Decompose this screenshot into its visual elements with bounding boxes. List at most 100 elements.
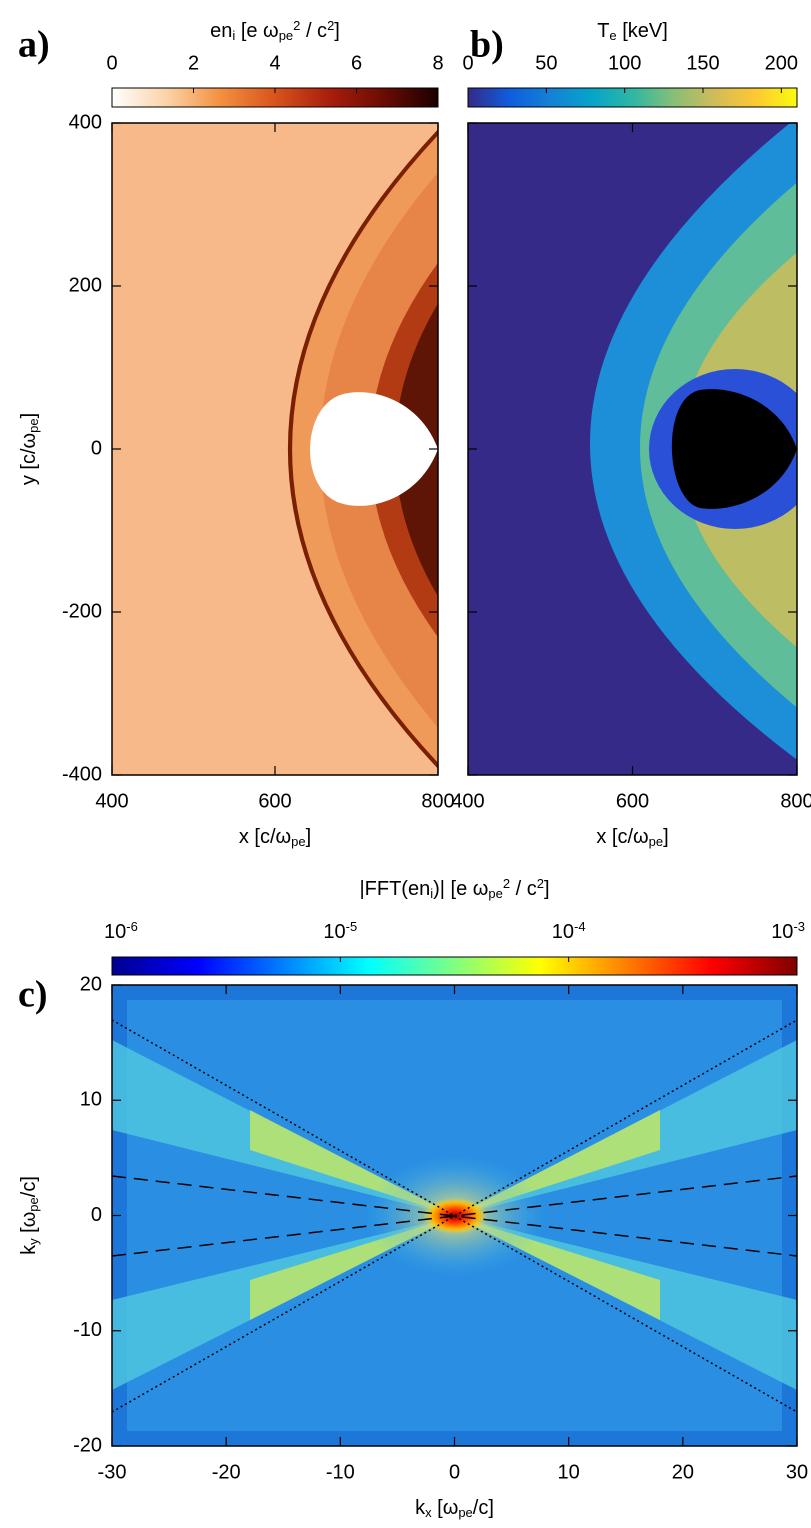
text-part: |FFT(en [359,878,430,900]
text-part: x [425,1505,432,1520]
y-axis-label: ky [ωpe/c] [18,1176,41,1255]
text-part: x [c/ω [596,826,648,848]
text-part: ] [306,826,312,848]
colorbar-tick-label: 0 [106,52,117,74]
text-part: 2 [537,876,544,891]
text-part: pe [458,1505,472,1520]
panel-label: b) [470,24,504,66]
y-tick-label: 200 [69,274,102,296]
x-tick-label: 400 [451,790,484,812]
y-tick-label: 10 [80,1089,102,1111]
x-tick-label: 400 [95,790,128,812]
colorbar-tick-label: 50 [535,52,557,74]
text-part: /c] [473,1497,494,1519]
colorbar [467,87,798,108]
text-part: ] [544,878,550,900]
text-part: 2 [503,876,510,891]
colorbar-title: eni [e ωpe2 / c2] [210,18,340,43]
text-part: -5 [346,919,358,934]
text-part: /c] [18,1176,40,1197]
x-tick-label: 800 [421,790,454,812]
text-part: [ω [432,1497,459,1519]
text-part: 10 [771,921,793,943]
x-tick-label: 600 [258,790,291,812]
x-tick-label: 0 [449,1461,460,1483]
y-tick-label: 400 [69,111,102,133]
text-part: 10 [104,921,126,943]
text-part: -3 [793,919,805,934]
x-axis-label: x [c/ωpe] [239,826,311,849]
text-part: pe [488,886,502,901]
colorbar-tick-label: 150 [686,52,719,74]
colorbar-tick-label: 10-5 [323,919,357,944]
y-axis-label: y [c/ωpe] [18,413,41,485]
text-part: T [597,20,609,42]
text-part: )| [e ω [433,878,488,900]
x-tick-label: -20 [212,1461,241,1483]
text-part: e [609,28,616,43]
y-tick-label: 20 [80,973,102,995]
colorbar-title: Te [keV] [597,20,668,43]
x-tick-label: 800 [780,790,811,812]
colorbar-tick-label: 10-4 [552,919,586,944]
colorbar-title: |FFT(eni)| [e ωpe2 / c2] [359,876,549,901]
text-part: [e ω [235,20,278,42]
text-part: y [c/ω [18,433,40,485]
heatmap-image [112,985,797,1446]
text-part: ] [18,413,40,419]
text-part: pe [26,418,41,432]
text-part: [ω [18,1212,40,1239]
text-part: 2 [293,18,300,33]
text-part: -4 [574,919,586,934]
text-part: pe [291,834,305,849]
heatmap-image [112,123,438,775]
x-axis-label: kx [ωpe/c] [415,1497,494,1520]
y-tick-label: -10 [73,1319,102,1341]
x-tick-label: -30 [98,1461,127,1483]
text-part: x [c/ω [239,826,291,848]
text-part: pe [279,28,293,43]
x-axis-label: x [c/ωpe] [596,826,668,849]
y-tick-label: 0 [91,1204,102,1226]
y-tick-label: -200 [62,600,102,622]
x-tick-label: 10 [558,1461,580,1483]
text-part: k [415,1497,426,1519]
x-tick-label: 600 [616,790,649,812]
colorbar-tick-label: 8 [432,52,443,74]
text-part: 2 [327,18,334,33]
x-tick-label: 20 [672,1461,694,1483]
text-part: / c [510,878,537,900]
panel-label: c) [18,974,48,1016]
text-part: [keV] [617,20,668,42]
text-part: i [232,28,235,43]
colorbar-tick-label: 200 [765,52,798,74]
text-part: pe [649,834,663,849]
text-part: ] [334,20,340,42]
text-part: / c [300,20,327,42]
colorbar-tick-label: 100 [608,52,641,74]
x-tick-label: -10 [326,1461,355,1483]
text-part: en [210,20,232,42]
x-tick-label: 30 [786,1461,808,1483]
text-part: -6 [126,919,138,934]
y-tick-label: 0 [91,437,102,459]
colorbar-tick-label: 4 [269,52,280,74]
text-part: pe [26,1197,41,1211]
heatmap-image [468,123,797,775]
text-part: i [430,886,433,901]
panel-label: a) [18,24,50,66]
text-part: y [26,1238,41,1245]
colorbar-tick-label: 10-6 [104,919,138,944]
text-part: 10 [552,921,574,943]
y-tick-label: -20 [73,1434,102,1456]
text-part: 10 [323,921,345,943]
colorbar-tick-label: 0 [462,52,473,74]
colorbar-tick-label: 2 [188,52,199,74]
y-tick-label: -400 [62,763,102,785]
colorbar-tick-label: 6 [351,52,362,74]
text-part: k [18,1244,40,1255]
colorbar [111,956,798,976]
text-part: ] [663,826,669,848]
